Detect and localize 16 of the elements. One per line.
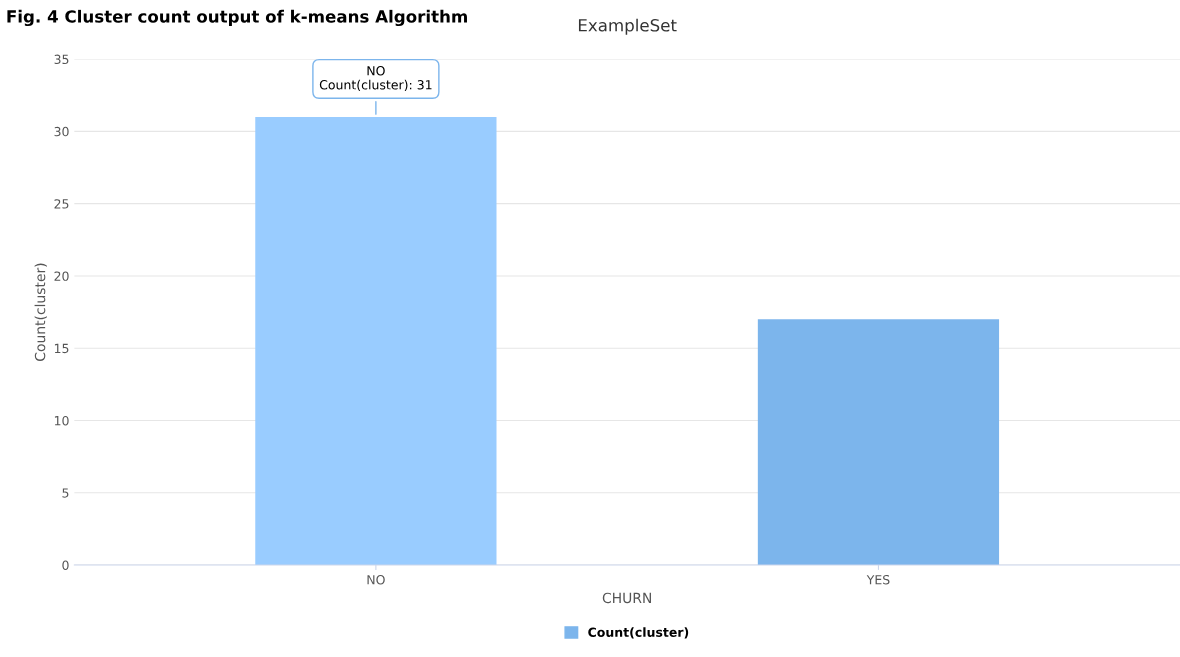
legend-label: Count(cluster) (588, 627, 689, 639)
annotation: NO Count(cluster): 31 (319, 66, 432, 91)
caption: Fig. 4 Cluster count output of k-means Algorithm (7, 9, 467, 27)
x-tick-label: NO (367, 574, 385, 585)
chart-title: ExampleSet (578, 18, 677, 35)
y-tick-label: 10 (54, 415, 69, 426)
y-tick-label: 5 (62, 488, 69, 498)
x-axis-title: CHURN (602, 592, 651, 604)
y-tick-label: 15 (54, 343, 69, 354)
y-tick-label: 20 (54, 271, 69, 281)
y-tick-label: 25 (54, 199, 69, 209)
y-tick-label: 35 (54, 54, 69, 65)
y-axis-title: Count(cluster) (34, 263, 47, 361)
y-tick-label: 0 (62, 560, 69, 570)
x-tick-label: YES (866, 574, 890, 585)
y-tick-label: 30 (54, 126, 69, 137)
